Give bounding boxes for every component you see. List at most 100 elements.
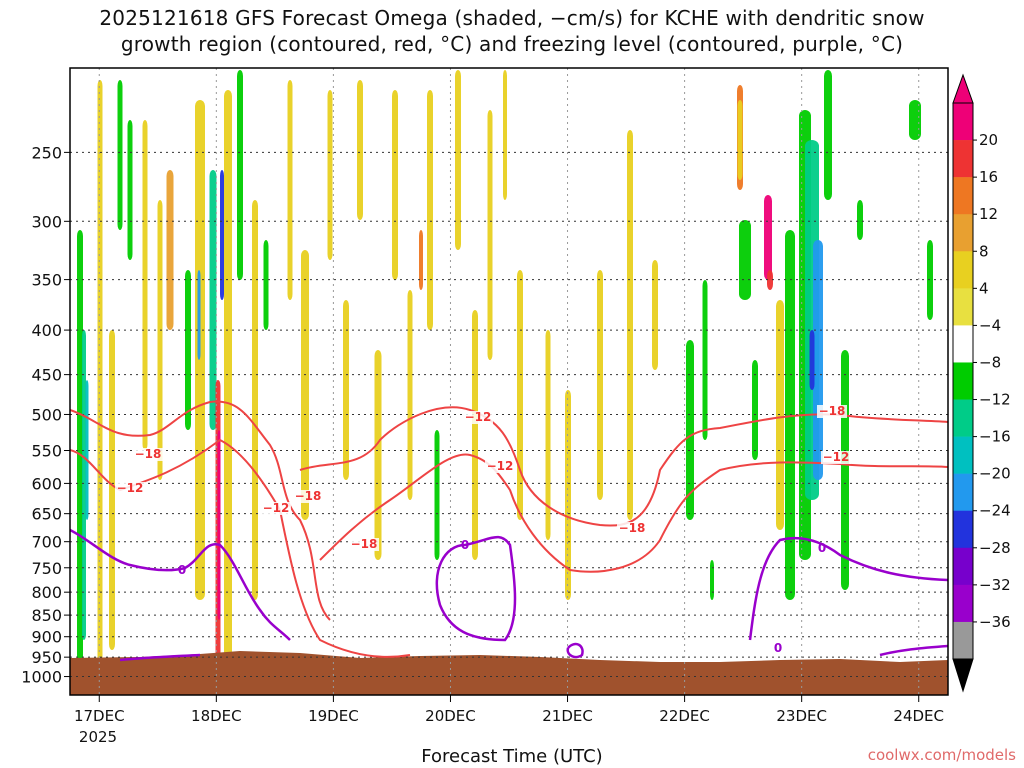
omega-streak xyxy=(142,120,148,450)
omega-streak xyxy=(419,230,423,290)
colorbar-swatch xyxy=(953,251,973,289)
y-tick-label: 500 xyxy=(31,405,62,424)
freezing-contour-label: 0 xyxy=(461,538,469,552)
omega-streak xyxy=(327,90,333,260)
colorbar-label: −36 xyxy=(979,613,1011,631)
dgz-label-bg xyxy=(485,460,515,473)
omega-streak xyxy=(237,70,243,280)
colorbar-swatch xyxy=(953,584,973,623)
colorbar-swatch xyxy=(953,140,973,178)
omega-streak xyxy=(117,80,123,230)
colorbar-label: −24 xyxy=(979,502,1011,520)
omega-streak xyxy=(857,200,863,240)
dgz-contour-label: −18 xyxy=(819,404,846,418)
dgz-contour xyxy=(319,453,948,573)
y-tick-label: 800 xyxy=(31,583,62,602)
omega-streak xyxy=(824,70,832,200)
y-tick-label: 950 xyxy=(31,648,62,667)
omega-streak xyxy=(343,300,349,480)
y-tick-label: 900 xyxy=(31,628,62,647)
omega-streak xyxy=(217,430,221,620)
colorbar-bottom-arrow xyxy=(952,658,974,693)
omega-streak xyxy=(82,330,86,640)
colorbar-swatch xyxy=(953,325,973,363)
dgz-contour-label: −18 xyxy=(351,537,378,551)
x-axis: 2025 17DEC 18DEC 19DEC 20DEC 21DEC 22DEC 23DEC… xyxy=(74,695,944,746)
colorbar-swatch xyxy=(953,399,973,437)
y-tick-label: 750 xyxy=(31,559,62,578)
credit-text: coolwx.com/models xyxy=(867,746,1016,764)
omega-streak xyxy=(220,170,224,300)
omega-streak xyxy=(545,330,551,540)
omega-streak xyxy=(841,350,849,590)
omega-streak xyxy=(472,310,478,560)
y-tick-label: 300 xyxy=(31,212,62,231)
omega-streak xyxy=(166,170,174,330)
chart-title-line1: 2025121618 GFS Forecast Omega (shaded, −… xyxy=(99,6,925,30)
dgz-label-bg xyxy=(261,502,291,515)
colorbar-swatch xyxy=(953,621,973,660)
omega-streak xyxy=(767,270,773,290)
x-tick-label: 20DEC xyxy=(425,707,476,725)
omega-streak xyxy=(224,90,232,680)
year-label: 2025 xyxy=(79,728,117,746)
colorbar-label: 20 xyxy=(979,131,998,149)
ground-layer xyxy=(70,651,948,695)
colorbar-swatch xyxy=(953,362,973,400)
omega-streak xyxy=(503,70,507,200)
colorbar-label: −28 xyxy=(979,539,1011,557)
omega-streak xyxy=(455,70,461,250)
omega-streak xyxy=(157,200,163,480)
freezing-contour xyxy=(435,535,517,642)
colorbar-top-arrow xyxy=(952,73,974,104)
omega-streak xyxy=(263,240,269,330)
freezing-contour-label: 0 xyxy=(818,541,826,555)
freezing-contour xyxy=(566,642,584,659)
omega-streak xyxy=(739,220,751,300)
omega-streak xyxy=(785,230,795,600)
x-tick-label: 23DEC xyxy=(776,707,827,725)
omega-streak xyxy=(686,340,694,520)
x-tick-label: 21DEC xyxy=(542,707,593,725)
colorbar-swatch xyxy=(953,436,973,474)
omega-streak xyxy=(109,330,115,650)
x-tick-label: 22DEC xyxy=(659,707,710,725)
omega-streak xyxy=(710,560,714,600)
omega-streak xyxy=(357,80,363,220)
omega-streak xyxy=(776,300,784,530)
omega-streak xyxy=(97,80,103,695)
omega-streak xyxy=(909,100,921,140)
y-tick-label: 450 xyxy=(31,366,62,385)
omega-streak xyxy=(392,90,398,280)
freezing-contour xyxy=(119,653,201,662)
y-tick-label: 350 xyxy=(31,271,62,290)
freezing-contour xyxy=(748,536,948,641)
y-axis: 250 300 350 400 450 500 550 600 650 700 750 800 850 9… xyxy=(21,143,70,687)
dgz-label-bg xyxy=(349,538,379,551)
y-tick-label: 600 xyxy=(31,474,62,493)
dgz-contour-label: −12 xyxy=(823,450,850,464)
omega-streak xyxy=(301,250,309,520)
omega-streak xyxy=(517,270,523,520)
y-tick-label: 400 xyxy=(31,321,62,340)
colorbar-swatch xyxy=(953,103,973,141)
plot-frame xyxy=(69,67,949,696)
chart-title-line2: growth region (contoured, red, °C) and f… xyxy=(120,32,904,56)
freezing-contour-label: 0 xyxy=(178,563,186,577)
colorbar-label: 12 xyxy=(979,205,998,223)
colorbar-swatch xyxy=(953,214,973,252)
dgz-contour xyxy=(70,400,331,621)
omega-streak xyxy=(752,360,758,460)
omega-streak xyxy=(197,270,201,360)
y-tick-label: 850 xyxy=(31,606,62,625)
dgz-label-bg xyxy=(817,405,847,418)
colorbar-swatch xyxy=(953,177,973,215)
colorbar-label: −20 xyxy=(979,465,1011,483)
dgz-contour-label: −12 xyxy=(487,459,514,473)
dgz-label-bg xyxy=(293,490,323,503)
omega-streak xyxy=(434,430,440,560)
freezing-contour xyxy=(879,644,948,657)
colorbar-label: −12 xyxy=(979,391,1011,409)
omega-streak xyxy=(407,290,413,500)
